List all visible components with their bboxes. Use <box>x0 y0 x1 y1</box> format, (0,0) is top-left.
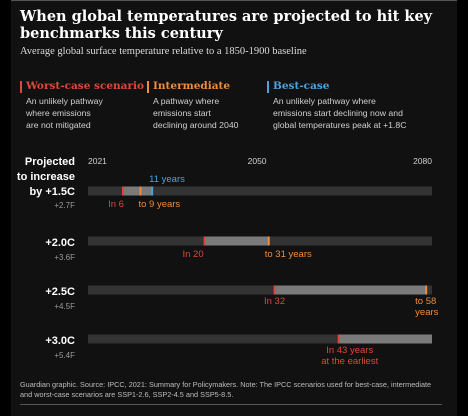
legend-best-swatch <box>267 81 269 93</box>
range-bar-1 <box>204 236 269 246</box>
best-marker-0 <box>151 186 154 196</box>
row-label-3: +3.0C <box>45 335 75 347</box>
intermediate-label-2: to 58 years <box>415 296 438 318</box>
x-tick-2050: 2050 <box>248 156 267 166</box>
intermediate-marker-0 <box>139 186 142 196</box>
worst-label-3: In 43 years at the earliest <box>321 345 378 367</box>
legend-intermediate-swatch <box>147 81 149 93</box>
row-label-1: +2.0C <box>45 237 75 249</box>
top-rule <box>11 0 457 1</box>
graphic-panel: When global temperatures are projected t… <box>11 0 457 416</box>
row-header-line-1: Projected <box>25 156 75 168</box>
range-bar-2 <box>274 285 427 295</box>
legend-worst-description: An unlikely pathway where emissions are … <box>26 96 103 130</box>
legend-intermediate-label: Intermediate <box>153 80 231 92</box>
worst-marker-3 <box>337 334 340 344</box>
range-chart: Projected to increase by +1.5C 2021 2050 2080… <box>17 156 439 367</box>
range-bar-0 <box>122 186 153 196</box>
legend-best-label: Best-case <box>273 80 330 92</box>
range-bar-3 <box>338 334 432 344</box>
worst-marker-0 <box>121 186 124 196</box>
bottom-rule <box>20 404 442 405</box>
legend-best-description: An unlikely pathway where emissions star… <box>273 96 407 130</box>
row-header-line-3: by +1.5C <box>29 186 75 198</box>
legend-intermediate-description: A pathway where emissions start declinin… <box>153 96 239 130</box>
worst-marker-1 <box>203 236 206 246</box>
chart-subtitle: Average global surface temperature relat… <box>20 46 307 57</box>
worst-label-1: In 20 <box>182 249 203 260</box>
row-sublabel-1: +3.6F <box>54 253 75 262</box>
track-bar-0 <box>88 186 432 196</box>
intermediate-marker-1 <box>267 236 270 246</box>
track-bar-3 <box>88 334 432 344</box>
row-header-line-2: to increase <box>17 171 75 183</box>
best-label-0: 11 years <box>149 174 185 185</box>
legend-worst-swatch <box>20 81 22 93</box>
row-sublabel-2: +4.5F <box>54 302 75 311</box>
intermediate-label-0: to 9 years <box>138 199 180 210</box>
worst-label-0: In 6 <box>108 199 124 210</box>
intermediate-marker-2 <box>425 285 428 295</box>
x-tick-2021: 2021 <box>88 156 107 166</box>
legend-worst-label: Worst-case scenario <box>26 80 144 92</box>
worst-label-2: In 32 <box>264 296 285 307</box>
chart-title: When global temperatures are projected t… <box>20 8 433 42</box>
x-tick-2080: 2080 <box>413 156 432 166</box>
row-sublabel-0: +2.7F <box>54 201 75 210</box>
track-bar-2 <box>88 285 432 295</box>
row-sublabel-3: +5.4F <box>54 351 75 360</box>
footnote: Guardian graphic. Source: IPCC, 2021: Su… <box>20 380 432 399</box>
intermediate-label-1: to 31 years <box>265 249 312 260</box>
worst-marker-2 <box>273 285 276 295</box>
row-label-2: +2.5C <box>45 286 75 298</box>
